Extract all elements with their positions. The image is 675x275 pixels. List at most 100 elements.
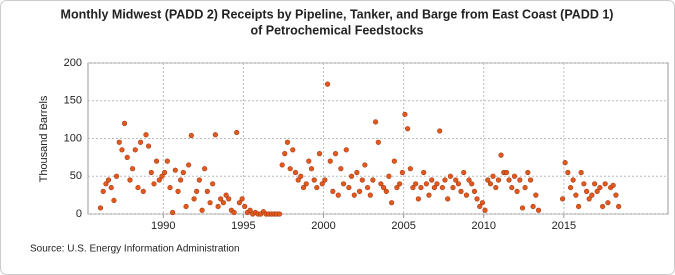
point — [570, 177, 576, 183]
point — [356, 188, 363, 194]
point — [471, 188, 478, 194]
point — [511, 173, 518, 179]
point — [103, 181, 109, 187]
point — [378, 181, 384, 187]
source: Source: U.S. Energy Information Administ… — [30, 244, 240, 255]
point — [458, 188, 464, 194]
x-tick-label: 2015 — [552, 220, 576, 232]
point — [354, 169, 360, 176]
point — [242, 203, 248, 210]
point — [381, 184, 387, 191]
point — [212, 132, 218, 138]
point — [466, 177, 472, 183]
point — [124, 154, 130, 160]
point — [143, 132, 149, 138]
point — [389, 200, 395, 206]
point — [594, 188, 600, 194]
point — [108, 184, 114, 191]
point — [199, 207, 205, 213]
point — [338, 166, 344, 172]
point — [276, 211, 283, 217]
point — [567, 184, 574, 191]
point — [602, 181, 608, 187]
point — [367, 192, 373, 198]
point — [423, 181, 429, 187]
point — [463, 192, 470, 198]
x-tick-label: 1995 — [231, 220, 255, 232]
point — [282, 151, 288, 157]
point — [503, 169, 510, 176]
point — [413, 181, 419, 187]
point — [292, 169, 299, 176]
point — [295, 177, 301, 183]
point — [113, 173, 120, 179]
point — [330, 188, 336, 194]
point — [183, 203, 189, 210]
point — [584, 188, 590, 194]
point — [116, 139, 122, 145]
point — [327, 158, 333, 164]
point — [522, 184, 528, 191]
point — [284, 139, 291, 145]
point — [418, 184, 424, 191]
point — [348, 173, 355, 179]
point — [236, 200, 243, 206]
point — [442, 177, 448, 183]
point — [461, 169, 467, 176]
point — [223, 192, 229, 198]
chart-title: Monthly Midwest (PADD 2) Receipts by Pip… — [61, 7, 614, 21]
point — [279, 162, 285, 168]
point — [100, 188, 106, 194]
point — [527, 177, 534, 183]
point — [290, 147, 296, 153]
point — [399, 169, 405, 176]
point — [111, 197, 117, 204]
point — [129, 166, 136, 172]
point — [535, 207, 542, 213]
point — [509, 184, 515, 191]
y-tick-label: 150 — [64, 95, 82, 107]
point — [586, 196, 592, 202]
point — [231, 209, 237, 216]
point — [148, 169, 154, 176]
point — [426, 192, 432, 198]
point — [447, 173, 454, 179]
point — [581, 181, 587, 187]
point — [394, 184, 400, 191]
point — [135, 184, 141, 191]
point — [517, 177, 523, 183]
point — [324, 81, 331, 87]
point — [202, 166, 208, 172]
point — [600, 203, 606, 210]
point — [445, 196, 451, 202]
point — [178, 177, 184, 183]
point — [191, 196, 197, 202]
point — [306, 158, 312, 164]
point — [132, 147, 138, 153]
point — [383, 188, 389, 194]
point — [578, 169, 584, 176]
point — [204, 188, 210, 194]
point — [455, 181, 462, 187]
point — [164, 158, 170, 164]
point — [319, 181, 325, 187]
point — [159, 173, 165, 179]
point — [314, 184, 320, 191]
point — [332, 151, 339, 157]
point — [592, 181, 598, 187]
point — [220, 200, 226, 206]
point — [610, 182, 616, 188]
point — [121, 120, 128, 126]
point — [127, 177, 133, 183]
point — [559, 196, 566, 202]
point — [308, 166, 315, 172]
point — [140, 188, 146, 194]
point — [506, 177, 512, 183]
point — [175, 188, 181, 194]
point — [169, 209, 176, 216]
point — [298, 173, 304, 179]
point — [196, 177, 202, 183]
point — [194, 188, 200, 194]
point — [469, 181, 475, 187]
point — [407, 166, 413, 172]
